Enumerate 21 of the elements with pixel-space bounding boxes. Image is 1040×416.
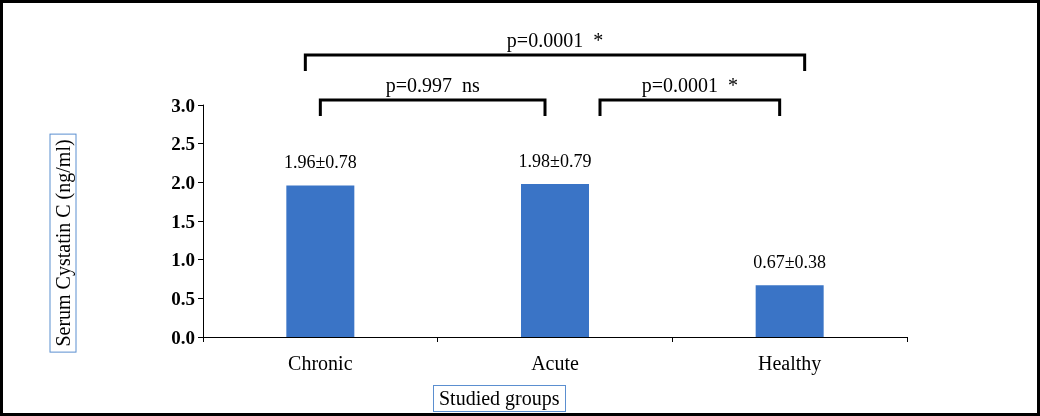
y-tick-label: 2.0 — [171, 171, 195, 193]
text: p=0.0001 * — [641, 74, 738, 97]
x-tick-label: Acute — [531, 352, 579, 374]
bar — [521, 183, 589, 337]
y-tick-label: 0.0 — [171, 326, 195, 348]
text: p=0.0001 * — [506, 29, 604, 52]
bar — [286, 185, 355, 337]
y-tick-label: 1.5 — [171, 210, 195, 232]
y-axis-title: Serum Cystatin C (ng/ml) — [49, 133, 77, 353]
x-tick-label: Chronic — [288, 352, 353, 374]
data-label: 1.98±0.79 — [518, 150, 592, 171]
text: p=0.997 ns — [385, 74, 480, 97]
y-tick-label: 2.5 — [171, 133, 195, 155]
data-label: 1.96±0.78 — [283, 152, 357, 173]
x-tick-label: Healthy — [758, 352, 822, 375]
bar — [755, 285, 824, 337]
y-tick-label: 1.0 — [171, 249, 195, 271]
y-tick-label: 0.5 — [171, 287, 195, 309]
x-axis-title: Studied groups — [433, 385, 566, 412]
y-tick-label: 3.0 — [171, 94, 195, 116]
data-label: 0.67±0.38 — [753, 252, 827, 273]
